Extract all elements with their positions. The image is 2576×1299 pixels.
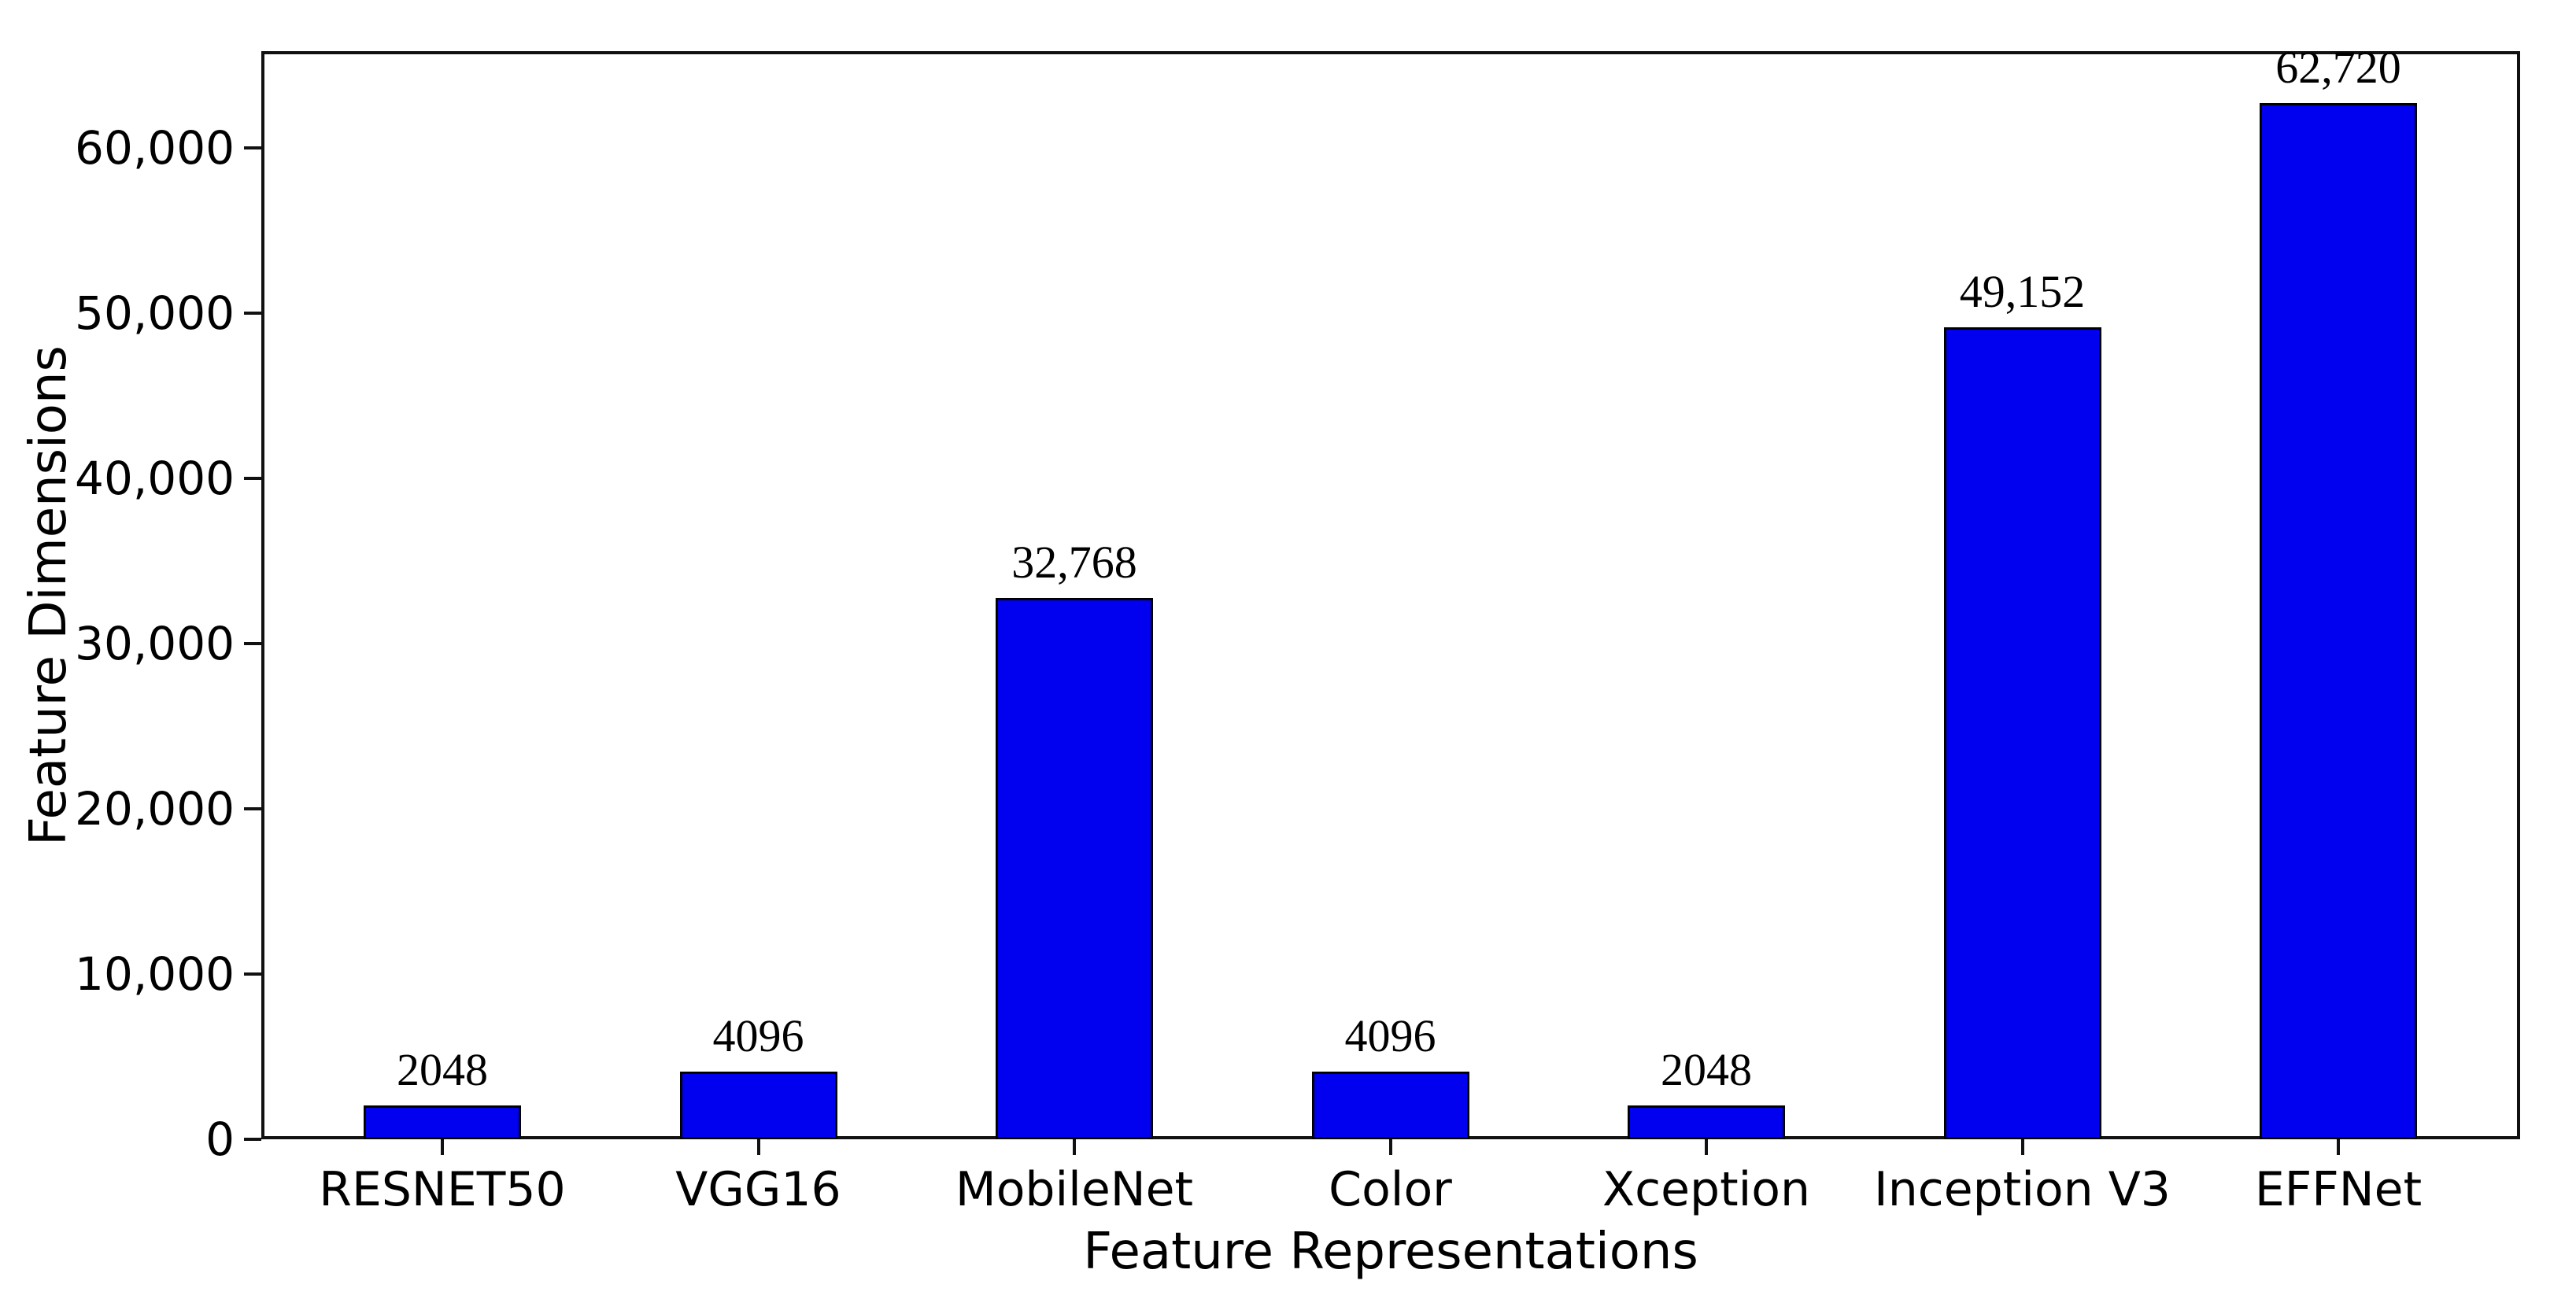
y-tick-label: 40,000 (75, 451, 235, 505)
x-tick-label: Inception V3 (1874, 1162, 2171, 1217)
x-tick-label: MobileNet (955, 1162, 1194, 1217)
y-tick-mark (244, 146, 261, 149)
bar-inception-v3 (1943, 327, 2101, 1139)
bar-value-label: 62,720 (2275, 42, 2401, 93)
bar-value-label: 32,768 (1011, 537, 1137, 588)
y-tick-label: 60,000 (75, 120, 235, 175)
y-tick-label: 0 (205, 1113, 235, 1166)
x-tick-mark (756, 1139, 760, 1155)
x-tick-mark (2337, 1139, 2340, 1155)
y-tick-label: 50,000 (75, 286, 235, 340)
y-tick-mark (244, 806, 261, 810)
x-tick-mark (441, 1139, 444, 1155)
y-tick-mark (244, 311, 261, 315)
x-tick-label: Color (1329, 1162, 1452, 1217)
y-tick-label: 30,000 (75, 616, 235, 670)
x-tick-label: EFFNet (2254, 1162, 2423, 1217)
bar-value-label: 2048 (397, 1044, 488, 1095)
bar-value-label: 4096 (712, 1010, 804, 1061)
bar-vgg16 (679, 1072, 837, 1139)
bar-mobilenet (996, 598, 1153, 1139)
x-tick-mark (1705, 1139, 1708, 1155)
y-tick-mark (244, 972, 261, 976)
y-tick-label: 20,000 (75, 781, 235, 836)
x-tick-mark (1388, 1139, 1392, 1155)
x-tick-label: RESNET50 (319, 1162, 566, 1217)
x-tick-mark (2020, 1139, 2024, 1155)
bar-value-label: 2048 (1661, 1044, 1752, 1095)
y-tick-label: 10,000 (75, 947, 235, 1001)
bar-xception (1628, 1105, 1785, 1139)
plot-area (261, 51, 2520, 1139)
y-tick-mark (244, 1138, 261, 1141)
bar-color (1311, 1072, 1469, 1139)
x-tick-label: Xception (1602, 1162, 1811, 1217)
y-tick-mark (244, 476, 261, 480)
bar-effnet (2260, 103, 2417, 1139)
x-axis-title: Feature Representations (1083, 1223, 1698, 1281)
y-axis-title: Feature Dimensions (20, 345, 78, 846)
x-tick-label: VGG16 (675, 1162, 841, 1217)
x-tick-mark (1073, 1139, 1076, 1155)
y-tick-mark (244, 641, 261, 645)
bar-resnet50 (364, 1105, 521, 1139)
bar-value-label: 49,152 (1959, 266, 2086, 317)
bar-value-label: 4096 (1344, 1010, 1436, 1061)
